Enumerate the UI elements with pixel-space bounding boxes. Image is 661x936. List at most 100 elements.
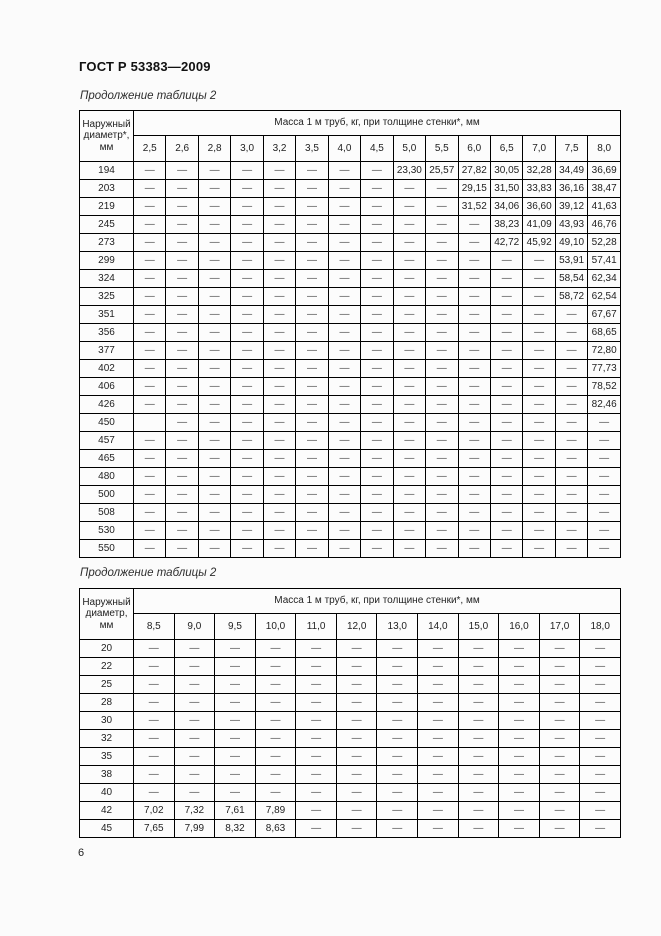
mass-value-cell: — <box>457 747 500 766</box>
mass-value-cell: — <box>262 161 297 180</box>
mass-value-cell: — <box>197 269 232 288</box>
mass-value-cell: — <box>457 729 500 748</box>
mass-value-cell: — <box>133 639 175 658</box>
mass-value-cell: — <box>376 657 419 676</box>
mass-value-cell: — <box>360 305 394 324</box>
diameter-cell: 377 <box>79 341 134 360</box>
mass-value-cell: — <box>579 783 621 802</box>
mass-value-cell: — <box>522 521 556 540</box>
mass-value-cell: — <box>522 431 556 450</box>
mass-value-cell: 25,57 <box>425 161 459 180</box>
mass-value-cell: — <box>457 359 491 378</box>
mass-value-cell: — <box>425 395 459 414</box>
mass-value-cell: 7,89 <box>254 801 297 820</box>
diameter-cell: 32 <box>79 729 134 748</box>
mass-value-cell: — <box>360 161 394 180</box>
mass-value-cell: — <box>457 287 491 306</box>
mass-value-cell: — <box>489 521 524 540</box>
mass-value-cell: — <box>376 801 419 820</box>
mass-value-cell: — <box>392 413 427 432</box>
wall-thickness-header-cell: 16,0 <box>498 613 540 640</box>
mass-value-cell: 46,76 <box>587 215 621 234</box>
header-group-row: Наружный диаметр*, мм Масса 1 м труб, кг,… <box>79 110 621 162</box>
mass-value-cell: — <box>214 657 256 676</box>
diameter-cell: 450 <box>79 413 134 432</box>
mass-value-cell: — <box>132 449 167 468</box>
table-row: 530— — — — — — — — — — — — — — — <box>79 521 621 540</box>
mass-value-cell: 36,60 <box>522 197 556 216</box>
mass-value-cell: — <box>360 521 394 540</box>
diameter-cell: 426 <box>79 395 134 414</box>
mass-value-cell: — <box>522 251 556 270</box>
table-row: 28— — — — — — — — — — — — <box>79 693 621 712</box>
mass-value-cell: — <box>230 305 264 324</box>
mass-value-cell: — <box>197 449 232 468</box>
mass-value-cell: — <box>165 449 199 468</box>
mass-value-cell: 38,23 <box>489 215 524 234</box>
mass-value-cell: — <box>522 449 556 468</box>
mass-value-cell: 42,72 <box>489 233 524 252</box>
mass-value-cell: — <box>335 819 378 838</box>
mass-value-cell: — <box>173 729 216 748</box>
mass-value-cell: — <box>457 377 491 396</box>
mass-value-cell: — <box>457 801 500 820</box>
mass-value-cell: — <box>376 711 419 730</box>
mass-value-cell: — <box>392 215 427 234</box>
diameter-cell: 35 <box>79 747 134 766</box>
mass-value-cell: 72,80 <box>587 341 621 360</box>
mass-value-cell: — <box>173 657 216 676</box>
mass-value-cell: — <box>262 197 297 216</box>
table-row: 45 7,65 7,99 8,32 8,63— — — — — — — — <box>79 819 621 838</box>
mass-value-cell: — <box>457 251 491 270</box>
mass-value-cell: — <box>489 413 524 432</box>
mass-value-cell: — <box>133 747 175 766</box>
wall-thickness-header-cell: 3,0 <box>230 135 264 162</box>
mass-value-cell: — <box>335 783 378 802</box>
mass-value-cell: — <box>457 521 491 540</box>
mass-value-cell: — <box>295 377 329 396</box>
mass-value-cell: — <box>173 765 216 784</box>
mass-value-cell: — <box>262 431 297 450</box>
mass-value-cell: — <box>132 179 167 198</box>
mass-value-cell: — <box>425 521 459 540</box>
mass-value-cell: — <box>230 467 264 486</box>
mass-value-cell: — <box>295 819 337 838</box>
mass-value-cell: — <box>165 341 199 360</box>
pipe-mass-table: Наружный диаметр, мм Масса 1 м труб, кг, … <box>79 588 621 838</box>
mass-value-cell: — <box>522 323 556 342</box>
mass-value-cell: — <box>392 467 427 486</box>
mass-value-cell: — <box>335 729 378 748</box>
mass-value-cell: — <box>197 539 232 558</box>
mass-value-cell: 23,30 <box>392 161 427 180</box>
mass-value-cell: — <box>376 819 419 838</box>
mass-value-cell: — <box>295 161 329 180</box>
mass-value-cell: — <box>360 341 394 360</box>
mass-value-cell: — <box>327 197 362 216</box>
mass-value-cell: — <box>295 747 337 766</box>
mass-value-cell: — <box>457 539 491 558</box>
mass-value-cell: — <box>295 783 337 802</box>
table-row: 20— — — — — — — — — — — — <box>79 639 621 658</box>
mass-value-cell: — <box>295 765 337 784</box>
mass-value-cell: — <box>165 503 199 522</box>
mass-value-cell: — <box>587 413 621 432</box>
mass-value-cell: — <box>392 179 427 198</box>
diameter-cell: 356 <box>79 323 134 342</box>
mass-value-cell: — <box>254 675 297 694</box>
mass-value-cell: — <box>392 197 427 216</box>
mass-value-cell: — <box>392 539 427 558</box>
mass-value-cell: — <box>457 431 491 450</box>
mass-value-cell: — <box>498 693 540 712</box>
diameter-cell: 20 <box>79 639 134 658</box>
mass-value-cell: — <box>132 341 167 360</box>
mass-value-cell: — <box>425 323 459 342</box>
mass-value-cell: — <box>165 305 199 324</box>
wall-thickness-header-row: 2,5 2,6 2,8 3,0 3,2 3,5 4,0 4,5 5,0 5,5 6,0 6,5 7,0 7… <box>80 135 621 162</box>
mass-value-cell: — <box>425 179 459 198</box>
wall-thickness-header-cell: 9,0 <box>173 613 216 640</box>
mass-value-cell: — <box>132 323 167 342</box>
mass-value-cell: — <box>165 161 199 180</box>
page-number: 6 <box>78 847 85 859</box>
mass-value-cell: — <box>173 639 216 658</box>
mass-value-cell: — <box>417 693 459 712</box>
